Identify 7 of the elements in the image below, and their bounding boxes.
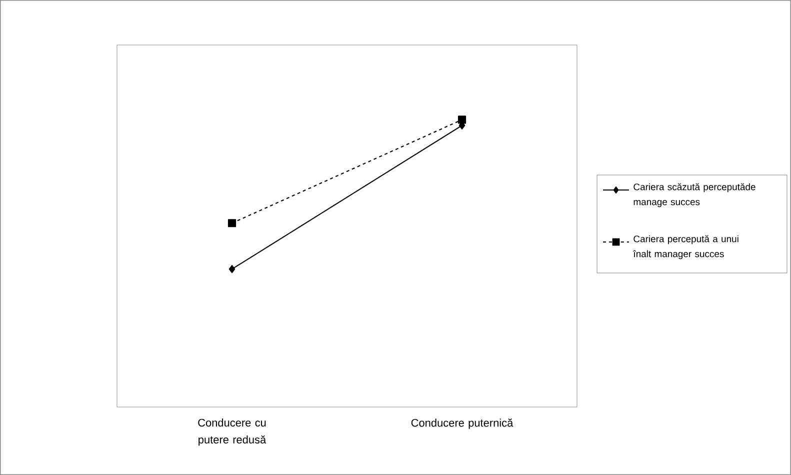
x-tick-label: Conducere cu putere redusă: [198, 418, 266, 446]
legend-label: Cariera percepută a unui înalt manager succes: [633, 235, 738, 260]
legend-label: Cariera scăzută perceputăde manage succes: [634, 183, 756, 208]
point: [228, 265, 236, 274]
point: [228, 219, 236, 228]
point: [458, 116, 466, 124]
x-tick-label: Conducere puternică: [411, 418, 514, 429]
